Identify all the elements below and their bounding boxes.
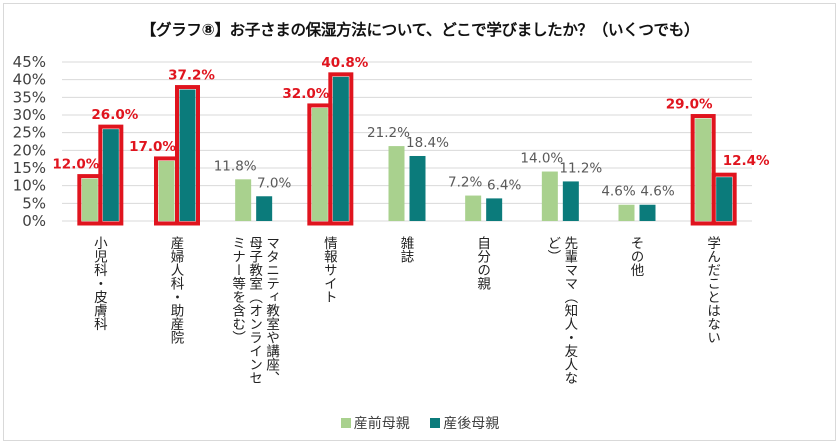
bar-pre bbox=[158, 160, 175, 221]
legend-swatch-post bbox=[430, 418, 441, 428]
y-tick-label: 10% bbox=[13, 177, 46, 195]
data-label: 40.8% bbox=[321, 55, 368, 71]
legend-swatch-pre bbox=[340, 418, 351, 428]
y-tick-label: 0% bbox=[22, 212, 46, 230]
bar-post bbox=[102, 129, 119, 221]
highlight-box bbox=[175, 85, 200, 226]
data-label: 11.2% bbox=[559, 160, 602, 176]
chart-title: 【グラフ⑧】お子さまの保湿方法について、どこで学びましたか？（いくつでも） bbox=[140, 21, 700, 39]
legend: 産前母親 産後母親 bbox=[0, 413, 840, 433]
data-label: 4.6% bbox=[601, 184, 635, 200]
category-label: 情報サイト bbox=[320, 236, 337, 304]
y-tick-label: 25% bbox=[13, 124, 46, 142]
bar-post bbox=[332, 76, 349, 221]
bar-post bbox=[256, 196, 273, 221]
bar-post bbox=[179, 89, 196, 221]
bar-pre bbox=[541, 171, 558, 221]
data-label: 29.0% bbox=[666, 97, 713, 113]
data-label: 37.2% bbox=[168, 68, 215, 84]
highlight-box bbox=[98, 124, 124, 226]
data-label: 12.0% bbox=[52, 157, 99, 173]
bar-pre bbox=[388, 146, 405, 221]
y-tick-label: 15% bbox=[13, 159, 46, 177]
category-label: マタニティ教室や講座、 母子教室（オンラインセ ミナー等を含む） bbox=[229, 236, 280, 385]
bar-post bbox=[562, 181, 579, 221]
y-tick-label: 45% bbox=[13, 53, 46, 71]
highlight-box bbox=[711, 172, 737, 226]
y-tick-label: 20% bbox=[13, 141, 46, 159]
data-label: 17.0% bbox=[129, 139, 176, 155]
bar-pre bbox=[695, 118, 712, 221]
legend-label-post: 産後母親 bbox=[443, 416, 500, 432]
legend-label-pre: 産前母親 bbox=[353, 416, 410, 432]
bar-post bbox=[716, 177, 733, 221]
highlight-box bbox=[328, 72, 354, 226]
data-label: 7.2% bbox=[448, 175, 482, 191]
category-label: 自分の親 bbox=[474, 236, 491, 290]
bar-post bbox=[639, 204, 656, 221]
highlight-box bbox=[690, 114, 716, 226]
bar-pre bbox=[81, 178, 98, 221]
bar-pre bbox=[235, 179, 252, 221]
category-label: 雑誌 bbox=[397, 236, 414, 263]
category-label: 小児科・皮膚科 bbox=[90, 236, 107, 331]
category-label: その他 bbox=[627, 236, 644, 277]
data-label: 26.0% bbox=[91, 107, 138, 123]
category-label: 産婦人科・助産院 bbox=[167, 236, 184, 344]
data-label: 7.0% bbox=[257, 175, 291, 191]
y-tick-label: 5% bbox=[22, 194, 46, 212]
data-label: 21.2% bbox=[367, 125, 410, 141]
category-label: 先輩ママ（知人・友人な ど） bbox=[544, 236, 578, 385]
legend-item-pre: 産前母親 bbox=[340, 413, 410, 433]
y-tick-label: 35% bbox=[13, 88, 46, 106]
data-label: 14.0% bbox=[520, 151, 563, 167]
data-label: 18.4% bbox=[406, 135, 449, 151]
bar-pre bbox=[618, 204, 635, 221]
y-tick-label: 40% bbox=[13, 71, 46, 89]
bar-pre bbox=[311, 107, 328, 221]
bar-post bbox=[486, 198, 503, 221]
data-label: 12.4% bbox=[723, 153, 770, 169]
legend-item-post: 産後母親 bbox=[430, 413, 499, 433]
data-label: 4.6% bbox=[640, 184, 674, 200]
category-label: 学んだことはない bbox=[704, 236, 721, 344]
y-tick-label: 30% bbox=[13, 106, 46, 124]
data-label: 32.0% bbox=[282, 86, 329, 102]
bar-post bbox=[409, 155, 426, 221]
data-label: 6.4% bbox=[487, 177, 521, 193]
bar-pre bbox=[465, 195, 482, 221]
data-label: 11.8% bbox=[214, 158, 257, 174]
